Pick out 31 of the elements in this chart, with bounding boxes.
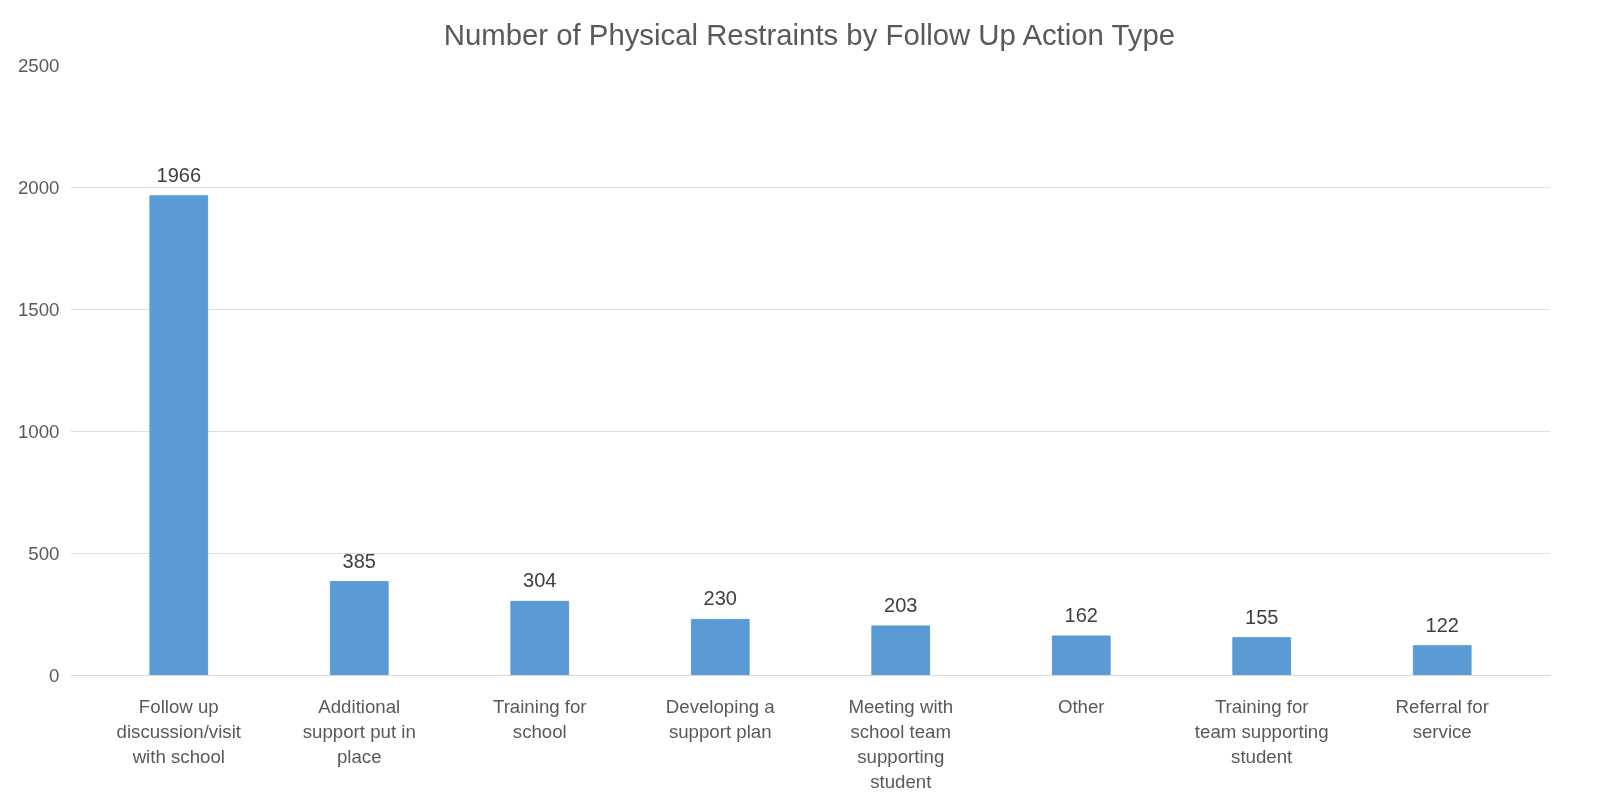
bar	[510, 600, 570, 676]
x-tick-label: Referral for service	[1395, 695, 1489, 742]
data-label: 155	[1245, 605, 1279, 628]
x-tick-label: Training for school	[492, 695, 587, 742]
x-tick-label: Other	[1057, 695, 1105, 717]
bar	[1412, 645, 1472, 676]
y-tick-label: 2500	[18, 55, 60, 76]
bar	[690, 618, 750, 676]
x-tick-label: Developing a support plan	[665, 695, 776, 742]
y-tick-label: 500	[28, 543, 60, 564]
bar	[1051, 635, 1111, 676]
data-label: 122	[1425, 613, 1459, 636]
y-tick-label: 0	[49, 665, 60, 686]
bar	[1232, 637, 1292, 676]
data-label: 230	[703, 587, 737, 610]
x-tick-label: Additional support put in place	[302, 695, 416, 767]
bar	[871, 625, 931, 676]
bar	[329, 581, 389, 676]
data-label: 203	[884, 593, 918, 616]
x-tick-label: Follow up discussion/visit with school	[116, 695, 242, 767]
x-tick-label: Meeting with school team supporting student	[848, 695, 954, 793]
data-label: 162	[1064, 603, 1098, 626]
data-label: 385	[342, 549, 376, 572]
y-tick-label: 1000	[18, 421, 60, 442]
data-label: 304	[523, 569, 557, 592]
data-label: 1966	[156, 163, 202, 186]
x-tick-label: Training for team supporting student	[1194, 695, 1329, 767]
bar	[149, 195, 209, 676]
y-tick-label: 2000	[18, 177, 60, 198]
chart-title: Number of Physical Restraints by Follow Up Action Type	[443, 17, 1176, 51]
y-tick-label: 1500	[18, 299, 60, 320]
